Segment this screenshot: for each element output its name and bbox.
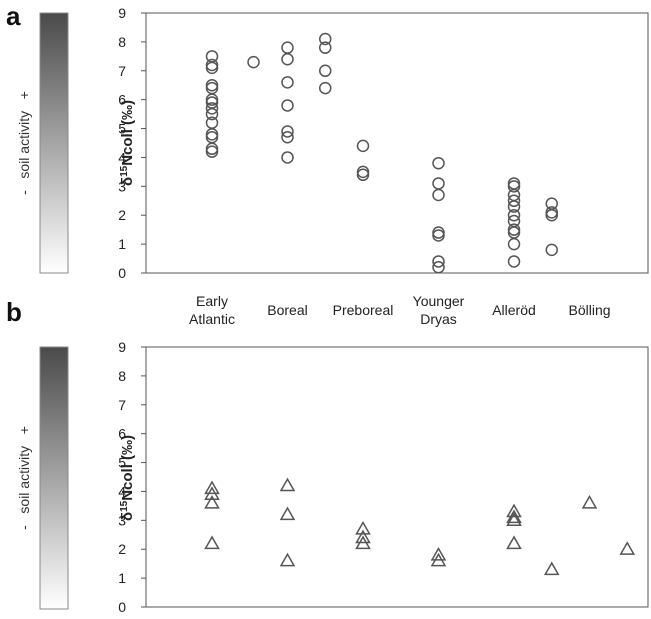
data-point-circle [281,151,294,164]
data-point-circle [507,180,521,193]
y-tick-label: 5 [118,121,126,137]
category-label: Younger Dryas [413,293,465,327]
data-point-triangle [279,506,296,521]
data-point-circle [281,76,294,89]
data-point-triangle [430,552,447,567]
data-point-circle [356,139,370,153]
data-point-triangle [204,480,220,495]
y-tick-label: 6 [118,426,126,442]
data-point-triangle [506,512,522,526]
data-point-triangle [619,541,636,555]
data-point-circle [507,194,521,208]
y-tick-label: 0 [118,599,126,615]
plot-area-b [145,346,649,608]
markers-b [204,477,636,576]
data-point-circle [319,64,332,78]
data-point-circle [319,32,332,46]
data-point-circle [507,237,521,251]
data-point-circle [205,145,219,158]
data-point-circle [205,102,219,115]
y-tick-label: 9 [118,5,126,21]
data-point-circle [247,55,260,69]
y-axis-label-b: δ15Ncoll (‰) [119,435,137,521]
soil-activity-label-b: - soil activity + [16,426,32,530]
data-point-circle [432,229,445,242]
data-point-circle [507,255,521,268]
data-point-triangle [506,509,522,524]
panel-a-letter: a [6,1,21,31]
soil-activity-label-a: - soil activity + [16,91,32,195]
data-point-circle [319,81,332,95]
category-label: Boreal [267,302,307,318]
data-point-triangle [355,520,371,535]
data-point-triangle [204,494,220,509]
y-tick-label: 6 [118,92,126,108]
data-point-circle [281,125,294,138]
y-tick-label: 9 [118,339,126,355]
data-point-circle [545,208,558,222]
data-point-triangle [204,486,220,500]
data-point-triangle [430,546,447,561]
y-tick-label: 3 [118,512,126,528]
y-tick-label: 4 [118,483,126,499]
data-point-circle [281,130,294,144]
data-point-triangle [279,552,296,567]
category-label: Alleröd [492,302,536,318]
data-point-circle [281,99,294,112]
data-point-circle [281,41,294,54]
category-labels: Early Atlantic Boreal Preboreal Younger Dryas… [189,293,610,327]
data-point-circle [507,208,521,222]
data-point-triangle [355,529,371,544]
y-tick-label: 5 [118,455,126,471]
data-point-circle [432,156,445,170]
data-point-triangle [204,535,220,550]
soil-activity-gradient-bar-b [39,346,69,610]
data-point-circle [432,188,445,202]
data-point-circle [356,168,370,182]
y-tick-label: 3 [118,178,126,194]
panel-a: a - soil activity + δ15Ncoll (‰) 0 1 2 3 4 5 6… [6,1,649,327]
plot-area-a [145,12,649,274]
data-point-triangle [506,535,522,550]
data-point-triangle [506,503,522,518]
panel-b-letter: b [6,297,22,327]
y-tick-label: 1 [118,570,126,586]
data-point-triangle [581,494,598,509]
data-point-circle [205,107,219,121]
y-tick-label: 7 [118,397,126,413]
y-ticks-b: 0 1 2 3 4 5 6 7 8 9 [118,339,146,615]
category-label: Preboreal [333,302,394,318]
data-point-triangle [355,535,371,550]
y-tick-label: 8 [118,34,126,50]
data-point-circle [319,41,332,54]
y-tick-label: 8 [118,368,126,384]
data-point-triangle [279,477,296,492]
y-tick-label: 7 [118,63,126,79]
markers-a [205,32,558,274]
y-tick-label: 1 [118,236,126,252]
y-tick-label: 2 [118,541,126,557]
data-point-circle [281,52,294,66]
data-point-circle [432,260,445,274]
y-tick-label: 2 [118,207,126,223]
category-label: Early Atlantic [189,293,235,327]
data-point-triangle [543,561,560,576]
y-ticks-a: 0 1 2 3 4 5 6 7 8 9 [118,5,146,281]
data-point-circle [432,177,445,190]
category-label: Bölling [568,302,610,318]
panel-b: b - soil activity + δ15Ncoll (‰) 0 1 2 3 4 5 6… [6,297,649,615]
soil-activity-gradient-bar-a [39,12,69,274]
y-axis-label-a: δ15Ncoll (‰) [119,100,137,186]
y-tick-label: 4 [118,149,126,165]
data-point-circle [507,200,521,213]
y-tick-label: 0 [118,265,126,281]
data-point-circle [205,61,219,75]
data-point-circle [432,255,445,268]
data-point-circle [545,243,558,257]
